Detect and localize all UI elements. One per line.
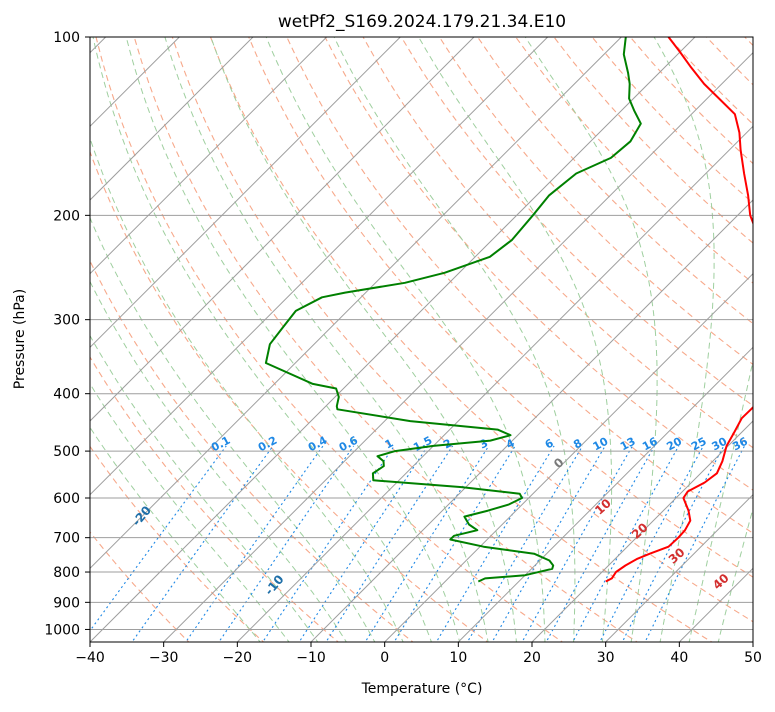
dry-adiabat-line xyxy=(134,37,641,644)
mixing-ratio-line xyxy=(521,446,633,645)
isotherm-line xyxy=(606,37,775,642)
y-axis-label: Pressure (hPa) xyxy=(12,289,28,389)
dry-adiabat-line xyxy=(20,37,416,644)
dry-adiabat-line xyxy=(363,37,775,644)
y-tick-label: 200 xyxy=(53,208,80,224)
dry-adiabat-line xyxy=(325,37,775,644)
x-tick-label: 0 xyxy=(380,650,389,666)
dry-adiabat-line xyxy=(172,37,715,644)
mixing-ratio-label: 6 xyxy=(543,436,556,451)
x-tick-label: 40 xyxy=(670,650,688,666)
isotherm-line xyxy=(0,37,400,642)
dry-adiabat-line xyxy=(554,37,775,644)
moist-adiabat-line xyxy=(266,37,545,644)
mixing-ratio-line xyxy=(130,446,273,645)
y-tick-label: 800 xyxy=(53,565,80,581)
x-tick-label: 30 xyxy=(597,650,615,666)
mixing-ratio-line xyxy=(644,446,745,645)
x-tick-label: −10 xyxy=(296,650,326,666)
x-tick-label: 10 xyxy=(449,650,467,666)
moist-adiabat-line xyxy=(64,37,404,644)
moist-adiabat-line xyxy=(0,37,262,644)
mixing-ratio-label: 30 xyxy=(710,435,730,454)
mixing-ratio-label: 13 xyxy=(618,435,638,454)
moist-adiabat-line xyxy=(93,37,432,644)
y-tick-label: 300 xyxy=(53,313,80,329)
mixing-ratio-label: 10 xyxy=(591,435,611,454)
mixing-ratio-label: 16 xyxy=(640,435,660,454)
moist-adiabat-line xyxy=(419,37,612,644)
mixing-ratio-line xyxy=(545,446,655,645)
x-tick-label: 20 xyxy=(523,650,541,666)
dry-adiabat-line xyxy=(478,37,775,644)
mixing-ratio-line xyxy=(217,446,353,645)
dry-adiabat-line xyxy=(58,37,491,644)
moist-adiabat-label: 0 xyxy=(551,455,567,471)
y-tick-label: 900 xyxy=(53,595,80,611)
x-tick-label: 50 xyxy=(744,650,762,666)
isotherm-line xyxy=(0,37,474,642)
dry-adiabat-label: -30 xyxy=(14,431,39,457)
mixing-ratio-label: 4 xyxy=(504,436,517,451)
dry-adiabat-line xyxy=(439,37,775,644)
moist-adiabat-label: 40 xyxy=(710,571,732,593)
isotherm-line xyxy=(753,37,775,642)
plot-layer: -100-90-80-70-60-50-40-30-20-100.10.20.4… xyxy=(0,37,775,644)
y-tick-label: 600 xyxy=(53,491,80,507)
dry-adiabat-line xyxy=(745,37,775,644)
x-tick-label: −30 xyxy=(149,650,179,666)
x-tick-label: −40 xyxy=(75,650,105,666)
mixing-ratio-line xyxy=(393,446,516,645)
mixing-ratio-line xyxy=(599,446,704,645)
y-tick-label: 1000 xyxy=(44,622,80,638)
moist-adiabat-line xyxy=(689,37,775,644)
isotherm-line xyxy=(237,37,775,642)
mixing-ratio-line xyxy=(491,446,605,645)
dry-adiabat-line xyxy=(0,37,266,644)
y-tick-label: 400 xyxy=(53,387,80,403)
y-tick-label: 500 xyxy=(53,444,80,460)
mixing-ratio-label: 3 xyxy=(477,436,490,451)
mixing-ratio-line xyxy=(261,446,394,645)
plot-clipped-group: -100-90-80-70-60-50-40-30-20-100.10.20.4… xyxy=(0,37,775,644)
mixing-ratio-label: 20 xyxy=(664,435,684,454)
chart-title: wetPf2_S169.2024.179.21.34.E10 xyxy=(278,12,566,32)
moist-adiabat-line xyxy=(718,37,775,644)
isotherm-line xyxy=(16,37,621,642)
isotherm-line xyxy=(0,37,327,642)
isotherm-line xyxy=(90,37,695,642)
isotherm-line xyxy=(679,37,775,642)
moist-adiabat-line xyxy=(15,37,348,644)
mixing-ratio-label: 25 xyxy=(689,435,709,454)
y-tick-label: 100 xyxy=(53,30,80,46)
dry-adiabat-line xyxy=(516,37,775,644)
x-axis-label: Temperature (°C) xyxy=(361,681,483,697)
mixing-ratio-line xyxy=(364,446,489,645)
dry-adiabat-line xyxy=(0,37,191,644)
moist-adiabat-line xyxy=(211,37,517,644)
isotherm-line xyxy=(458,37,775,642)
dry-adiabat-line xyxy=(211,37,775,644)
mixing-ratio-line xyxy=(325,446,453,645)
x-tick-label: −20 xyxy=(223,650,253,666)
mixing-ratio-label: 36 xyxy=(730,435,750,454)
y-tick-label: 700 xyxy=(53,531,80,547)
